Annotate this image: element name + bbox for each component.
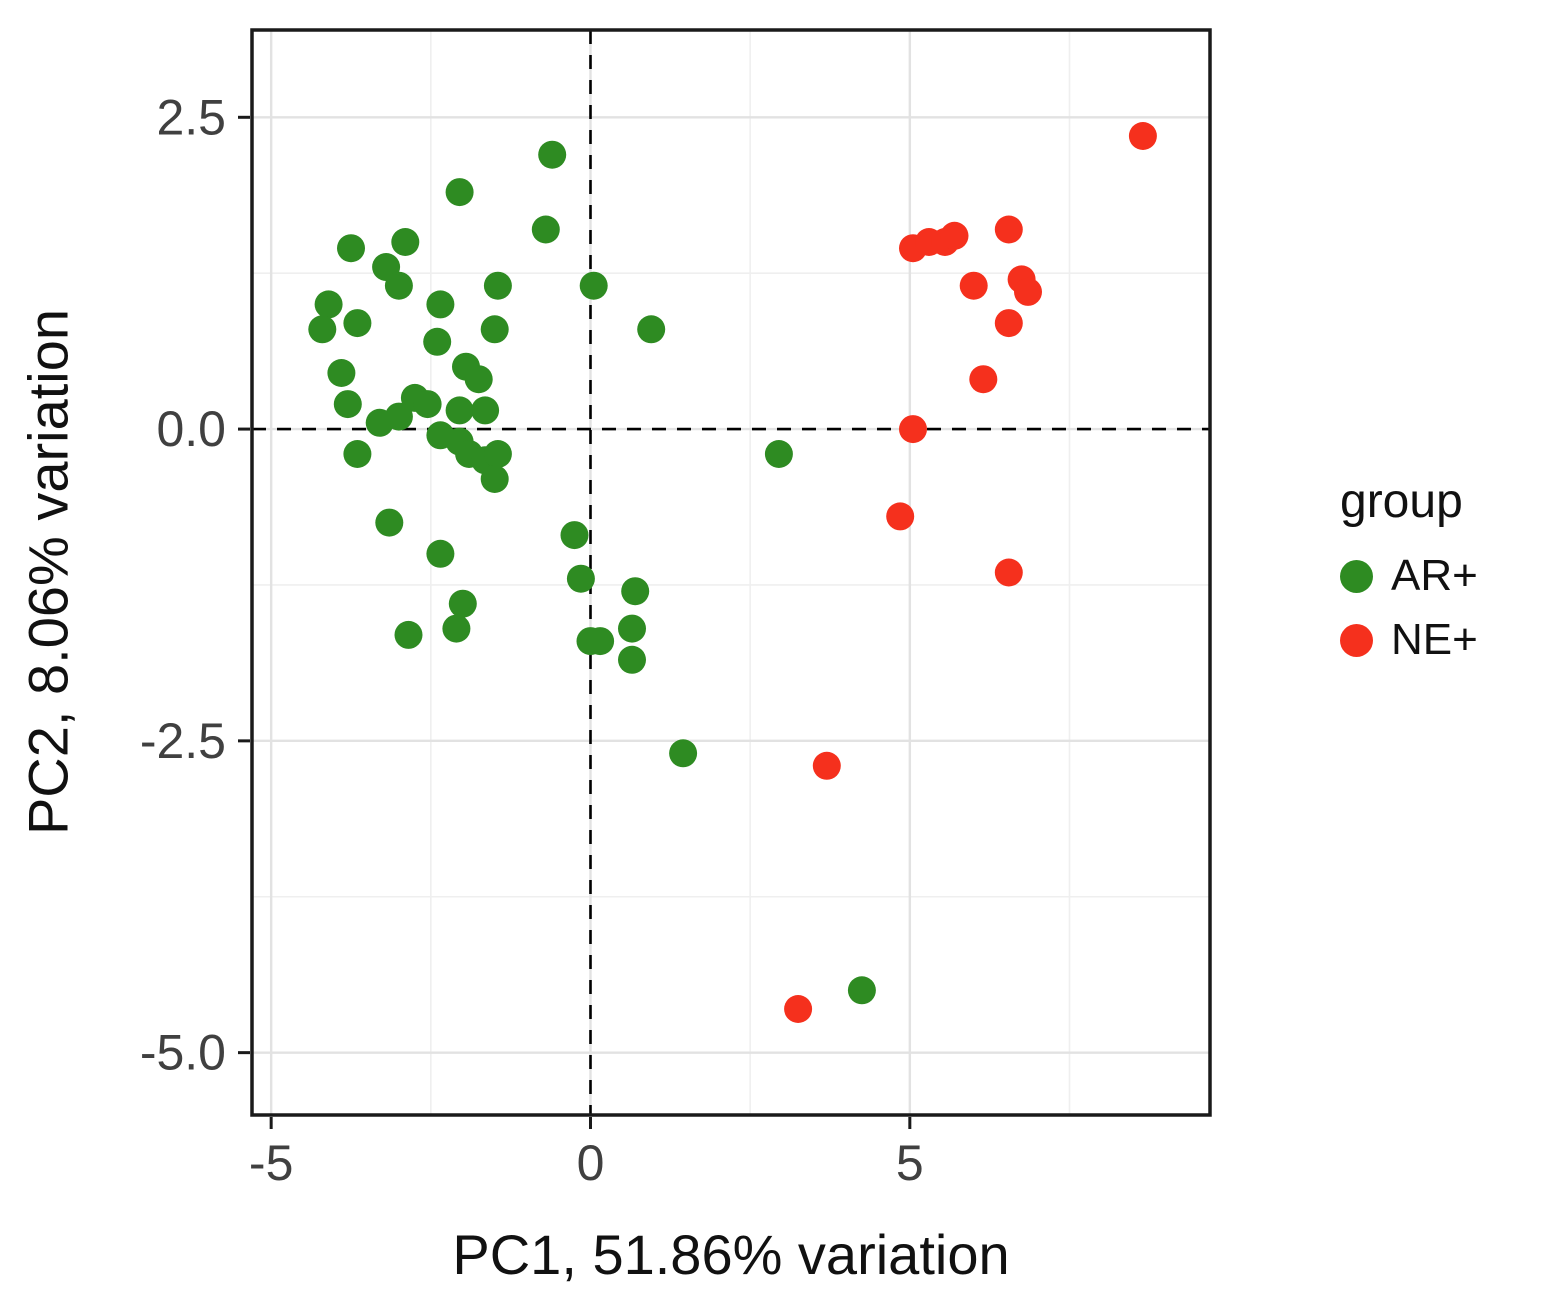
data-point (426, 539, 455, 568)
data-point (343, 309, 372, 338)
data-point (448, 589, 477, 618)
data-point (579, 271, 608, 300)
data-point (394, 620, 423, 649)
y-tick-label: -2.5 (140, 713, 226, 769)
data-point (442, 614, 471, 643)
data-point (669, 739, 698, 768)
y-axis-title: PC2, 8.06% variation (16, 308, 80, 836)
legend-entry-ne: NE+ (1340, 615, 1478, 665)
data-point (308, 315, 337, 344)
plot-panel (252, 30, 1210, 1115)
y-tick-label: 0.0 (156, 401, 226, 457)
data-point (994, 558, 1023, 587)
data-point (375, 508, 404, 537)
data-point (426, 290, 455, 319)
x-tick-label: 0 (577, 1135, 605, 1191)
data-point (899, 415, 927, 444)
data-point (618, 614, 646, 643)
data-point (621, 577, 650, 606)
data-point (445, 178, 474, 207)
data-point (1014, 277, 1042, 306)
data-point (471, 396, 500, 425)
data-point (531, 215, 560, 244)
panel-border (250, 28, 1212, 1117)
legend-dot-ar-icon (1340, 559, 1373, 593)
legend-title: group (1340, 475, 1463, 528)
data-point (560, 521, 589, 550)
data-point (538, 140, 567, 169)
data-point (586, 627, 615, 656)
data-point (940, 221, 969, 250)
data-point (314, 290, 343, 319)
data-point (618, 645, 646, 674)
data-point (969, 365, 998, 394)
data-point (384, 402, 413, 431)
data-point (959, 271, 988, 300)
legend-dot-ne-icon (1340, 623, 1373, 657)
x-tick-label: -5 (249, 1135, 293, 1191)
data-point (343, 440, 372, 468)
legend: group AR+ NE+ (1340, 474, 1478, 679)
data-point (480, 465, 509, 493)
data-point (483, 271, 512, 300)
data-point (423, 327, 452, 356)
data-point (764, 440, 793, 468)
data-point (1128, 122, 1157, 150)
legend-entry-ar: AR+ (1340, 551, 1478, 601)
data-point (327, 359, 356, 387)
data-point (566, 564, 595, 593)
data-point (384, 271, 413, 300)
data-point (994, 215, 1023, 244)
y-tick-label: -5.0 (140, 1025, 226, 1081)
data-point (413, 390, 442, 419)
legend-entry-label-ar: AR+ (1391, 551, 1478, 600)
x-tick-label: 5 (896, 1135, 924, 1191)
data-point (637, 315, 666, 344)
data-point (480, 315, 509, 344)
data-point (391, 228, 420, 256)
x-axis-title: PC1, 51.86% variation (452, 1223, 1010, 1286)
data-point (994, 309, 1023, 338)
data-point (333, 390, 362, 419)
data-point (886, 502, 915, 531)
y-tick-label: 2.5 (156, 89, 226, 145)
data-point (445, 396, 474, 425)
data-point (784, 995, 813, 1023)
data-point (812, 751, 841, 780)
data-point (337, 234, 365, 263)
data-point (483, 440, 512, 468)
data-point (847, 976, 876, 1005)
legend-entry-label-ne: NE+ (1391, 615, 1478, 664)
data-point (464, 365, 493, 394)
